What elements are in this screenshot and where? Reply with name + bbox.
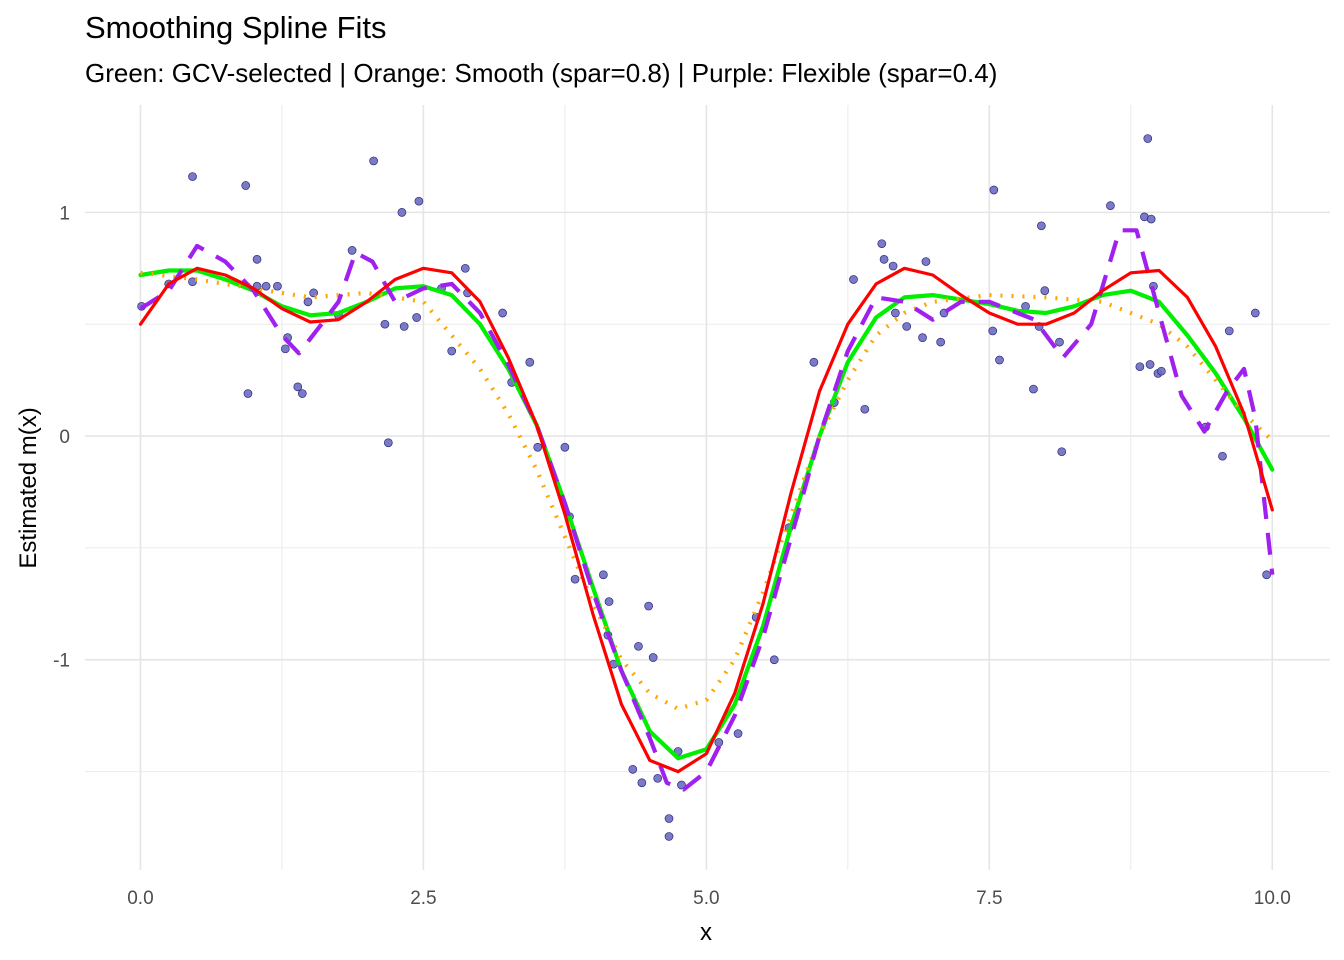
data-point	[303, 297, 313, 307]
y-tick-label: -1	[53, 651, 70, 672]
data-point	[280, 344, 290, 354]
data-point	[525, 357, 535, 367]
data-point	[414, 196, 424, 206]
data-point	[347, 246, 357, 255]
smooth-spline-line	[140, 270, 1274, 711]
data-point	[261, 281, 271, 291]
data-point	[383, 438, 393, 448]
data-point	[1262, 570, 1271, 580]
chart-title: Smoothing Spline Fits	[85, 10, 387, 45]
data-point	[677, 780, 686, 790]
x-tick-label: 0.0	[127, 888, 153, 909]
data-point	[188, 172, 197, 181]
red-fit-line	[138, 266, 1274, 774]
data-point	[243, 389, 253, 398]
data-point	[1218, 451, 1227, 461]
data-point	[809, 357, 819, 367]
data-point	[297, 389, 307, 398]
data-point	[399, 322, 409, 331]
data-point	[664, 814, 674, 823]
gcv-spline-line	[138, 268, 1275, 761]
data-point	[1146, 214, 1156, 224]
data-point	[995, 355, 1004, 365]
data-point	[628, 764, 638, 774]
data-point	[1250, 308, 1260, 318]
data-point	[1145, 360, 1155, 369]
data-point	[1106, 201, 1115, 211]
data-point	[1029, 384, 1038, 394]
data-point	[1224, 326, 1234, 336]
data-point	[637, 778, 647, 788]
data-point	[769, 655, 779, 665]
x-tick-label: 7.5	[976, 888, 1002, 909]
data-point	[648, 653, 658, 662]
data-point	[498, 308, 507, 318]
data-point	[849, 275, 858, 284]
x-tick-label: 10.0	[1254, 888, 1291, 909]
data-point	[241, 181, 251, 190]
data-point	[1055, 337, 1064, 347]
data-point	[188, 277, 197, 287]
data-point	[644, 601, 653, 611]
data-point	[380, 319, 390, 329]
data-point	[988, 326, 998, 336]
data-point	[1057, 447, 1067, 457]
data-point	[879, 254, 889, 264]
data-point	[447, 346, 457, 356]
data-point	[902, 322, 912, 331]
chart-subtitle: Green: GCV-selected | Orange: Smooth (sp…	[85, 58, 998, 88]
y-tick-label: 1	[59, 203, 70, 224]
data-point	[714, 738, 724, 747]
data-point	[936, 337, 946, 347]
data-point	[252, 254, 262, 264]
data-point	[733, 729, 743, 738]
flexible-spline-line	[139, 228, 1275, 792]
data-point	[1037, 221, 1046, 231]
data-point	[860, 404, 870, 414]
data-point	[273, 281, 282, 291]
data-point	[412, 313, 421, 322]
data-point	[397, 208, 407, 217]
y-axis-label: Estimated m(x)	[15, 407, 42, 568]
data-point	[918, 333, 927, 342]
data-point	[664, 832, 674, 841]
data-point	[1143, 134, 1153, 143]
y-tick-label: 0	[59, 427, 70, 448]
x-tick-label: 5.0	[693, 888, 719, 909]
x-axis-label: x	[700, 919, 712, 946]
data-point	[634, 641, 643, 651]
data-point	[888, 261, 898, 271]
data-point	[877, 239, 887, 249]
data-point	[533, 442, 543, 452]
data-point	[599, 570, 608, 580]
data-point	[1135, 362, 1145, 372]
data-point	[369, 156, 378, 166]
data-point	[560, 442, 570, 452]
data-point	[460, 263, 470, 273]
data-point	[989, 185, 999, 195]
data-point	[921, 257, 931, 266]
x-tick-label: 2.5	[410, 888, 436, 909]
data-point	[653, 773, 663, 783]
data-point	[604, 597, 614, 606]
data-point	[1040, 286, 1050, 296]
data-point	[891, 308, 900, 318]
data-point	[570, 574, 580, 584]
data-point	[293, 382, 303, 392]
data-point	[1157, 366, 1166, 376]
